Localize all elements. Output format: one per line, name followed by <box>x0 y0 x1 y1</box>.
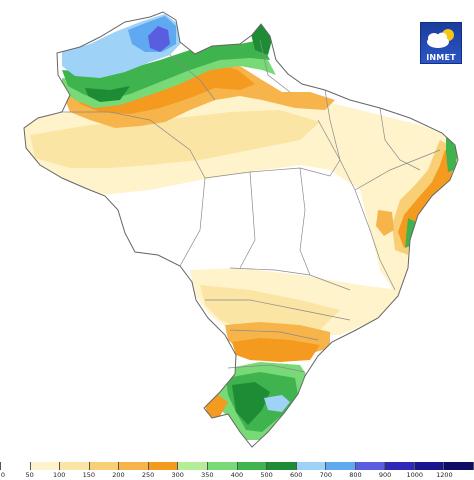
legend-swatch <box>414 462 445 470</box>
inmet-logo: INMET <box>420 22 462 64</box>
legend-label: 800 <box>349 471 362 479</box>
legend-label: 100 <box>53 471 66 479</box>
legend-swatch <box>0 462 31 470</box>
legend-label: 300 <box>171 471 184 479</box>
legend-label: 250 <box>141 471 155 479</box>
field-500-south <box>232 382 270 425</box>
legend-swatch <box>267 462 297 470</box>
legend-swatch <box>385 462 415 470</box>
legend-label: 400 <box>230 471 244 479</box>
precipitation-legend: 0 50 100 150 200 250 300 350 400 500 600 700 800 900 1… <box>0 462 474 480</box>
field-250-south <box>232 338 320 362</box>
field-100-south <box>200 285 340 330</box>
legend-swatch <box>89 462 120 470</box>
legend-label: 500 <box>260 471 273 479</box>
legend-label: 1200 <box>436 471 453 479</box>
legend-color-bar <box>0 462 474 470</box>
legend-label: 900 <box>378 471 392 479</box>
legend-swatch <box>444 462 474 470</box>
legend-label: 600 <box>290 471 303 479</box>
state-borders <box>60 39 441 373</box>
legend-swatch <box>60 462 90 470</box>
field-600-south <box>264 395 290 412</box>
field-200-bahia <box>376 210 394 236</box>
legend-swatch <box>119 462 149 470</box>
legend-label: 1000 <box>406 471 424 479</box>
legend-labels: 0 50 100 150 200 250 300 350 400 500 600 700 800 900 1… <box>0 471 474 480</box>
logo-text: INMET <box>426 53 456 62</box>
legend-swatch <box>237 462 268 470</box>
field-400-east <box>405 135 458 248</box>
legend-label: 200 <box>112 471 125 479</box>
legend-swatch <box>178 462 208 470</box>
legend-label: 50 <box>25 471 34 479</box>
precipitation-map <box>23 11 459 448</box>
legend-label: 700 <box>319 471 333 479</box>
legend-swatch <box>355 462 386 470</box>
brazil-border <box>23 11 459 448</box>
legend-swatch <box>207 462 238 470</box>
field-800-north <box>148 26 170 52</box>
legend-label: 350 <box>201 471 214 479</box>
precipitation-fields <box>24 14 458 440</box>
legend-swatch <box>148 462 179 470</box>
legend-swatch <box>326 462 356 470</box>
legend-label: 150 <box>82 471 96 479</box>
legend-swatch <box>296 462 327 470</box>
field-400-north <box>62 40 270 100</box>
legend-swatch <box>30 462 61 470</box>
legend-label: 0 <box>0 471 6 479</box>
weather-sun-cloud-icon <box>427 29 454 48</box>
